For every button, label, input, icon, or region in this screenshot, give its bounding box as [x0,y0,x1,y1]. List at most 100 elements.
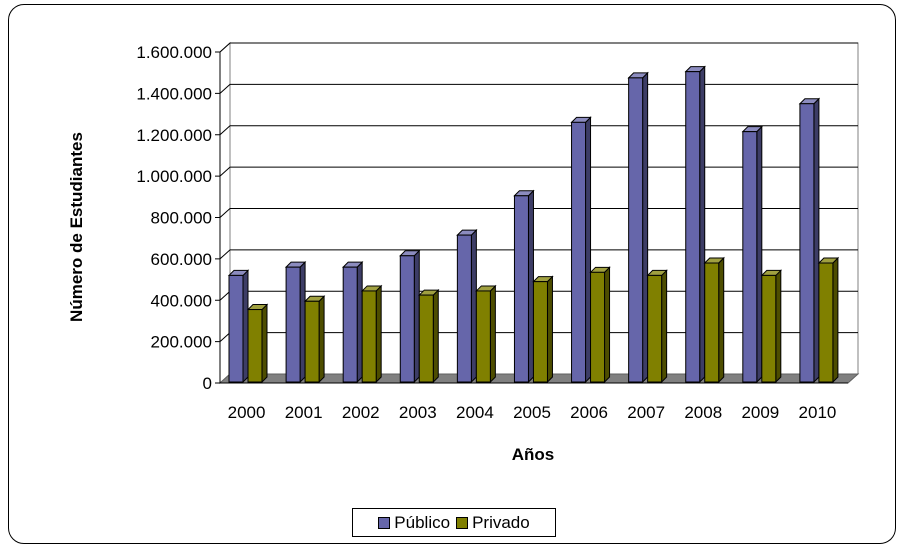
y-tick-labels: 0 200.000 400.000 600.000 800.000 1.000.000 1.… [136,43,212,393]
x-tick-label: 2009 [741,403,779,422]
bars [227,65,840,384]
bar-Privado-2006 [589,266,611,384]
bar-Público-2007 [627,71,649,384]
legend-swatch-publico [378,516,391,529]
bar-front [685,71,701,383]
x-tick-label: 2010 [799,403,837,422]
y-tick-label: 800.000 [151,209,212,228]
x-tick-label: 2000 [228,403,266,422]
bar-side [813,97,820,384]
x-tick-label: 2002 [342,403,380,422]
bar-front [704,262,720,383]
y-tick-label: 600.000 [151,250,212,269]
bar-side [718,256,725,384]
bar-front [532,281,548,383]
bar-front [571,121,587,383]
bar-side [299,260,306,384]
gridline [219,83,858,94]
bar-Privado-2003 [418,288,440,384]
legend-label-privado: Privado [472,512,530,532]
bar-Público-2004 [456,228,478,384]
gridline [219,166,858,177]
bar-side [261,303,268,384]
gridline [219,249,858,260]
x-tick-labels: 2000 2001 2002 2003 2004 2005 2006 2007 2008 2009… [228,403,837,422]
axes [215,51,848,384]
bar-Privado-2009 [760,269,783,384]
bar-front [456,234,472,383]
bar-Público-2010 [798,97,821,384]
bar-front [513,195,529,383]
x-tick-label: 2004 [456,403,494,422]
bar-front [628,77,644,383]
gridline [219,208,858,218]
legend-swatch-privado [456,516,469,529]
x-tick-label: 2006 [570,403,608,422]
bar-Público-2003 [399,249,421,384]
bar-Privado-2002 [360,284,383,384]
y-tick-label: 1.000.000 [136,167,212,186]
bar-side [585,116,592,384]
bar-front [475,290,491,383]
bar-Público-2002 [341,260,364,384]
y-tick-label: 1.200.000 [136,126,212,145]
bar-front [590,271,606,383]
bar-side [642,71,649,384]
bar-front [361,290,377,383]
bar-front [799,103,815,383]
bar-front [285,266,301,383]
bar-side [527,189,534,384]
bar-front [247,309,263,383]
bar-front [761,274,777,383]
bar-side [318,295,325,384]
bar-Público-2000 [227,269,250,384]
x-tick-label: 2003 [399,403,437,422]
x-tick-label: 2001 [285,403,323,422]
x-tick-label: 2007 [627,403,665,422]
bar-front [647,274,663,383]
x-axis-label: Años [512,445,555,464]
bar-side [413,249,420,384]
y-tick-label: 1.400.000 [136,84,212,103]
y-tick-label: 400.000 [151,291,212,310]
legend-label-publico: Público [394,512,451,532]
bar-side [432,288,439,384]
bar-Privado-2010 [817,256,840,384]
bar-Público-2009 [741,125,764,384]
bar-side [661,269,668,384]
bar-side [242,269,249,384]
legend-item-publico: Público [378,513,450,533]
legend: Público Privado [352,508,556,537]
bar-Público-2008 [684,65,706,384]
bar-side [546,275,553,384]
y-tick-label: 200.000 [151,333,212,352]
gridline [219,42,858,53]
bar-Público-2005 [513,189,535,384]
bar-front [228,274,244,383]
bar-side [470,228,477,384]
gridline [219,125,858,136]
bar-side [375,284,382,384]
bar-side [356,260,363,384]
x-tick-label: 2008 [684,403,722,422]
y-tick-label: 1.600.000 [136,43,212,62]
bar-side [489,284,496,384]
bar-front [304,300,320,383]
bar-Privado-2001 [303,295,326,384]
bar-side [699,65,706,384]
bar-front [399,255,415,383]
bar-side [832,256,839,384]
bar-front [742,131,758,383]
bar-side [604,266,611,384]
bar-front [818,262,834,383]
bar-Público-2006 [570,116,592,384]
y-tick-label: 0 [203,374,212,393]
bar-side [775,269,782,384]
bar-Público-2001 [284,260,307,384]
bar-side [756,125,763,384]
bar-Privado-2007 [646,269,668,384]
y-axis-label: Número de Estudiantes [67,132,86,322]
x-tick-label: 2005 [513,403,551,422]
bar-Privado-2004 [475,284,497,384]
bar-Privado-2008 [703,256,725,384]
